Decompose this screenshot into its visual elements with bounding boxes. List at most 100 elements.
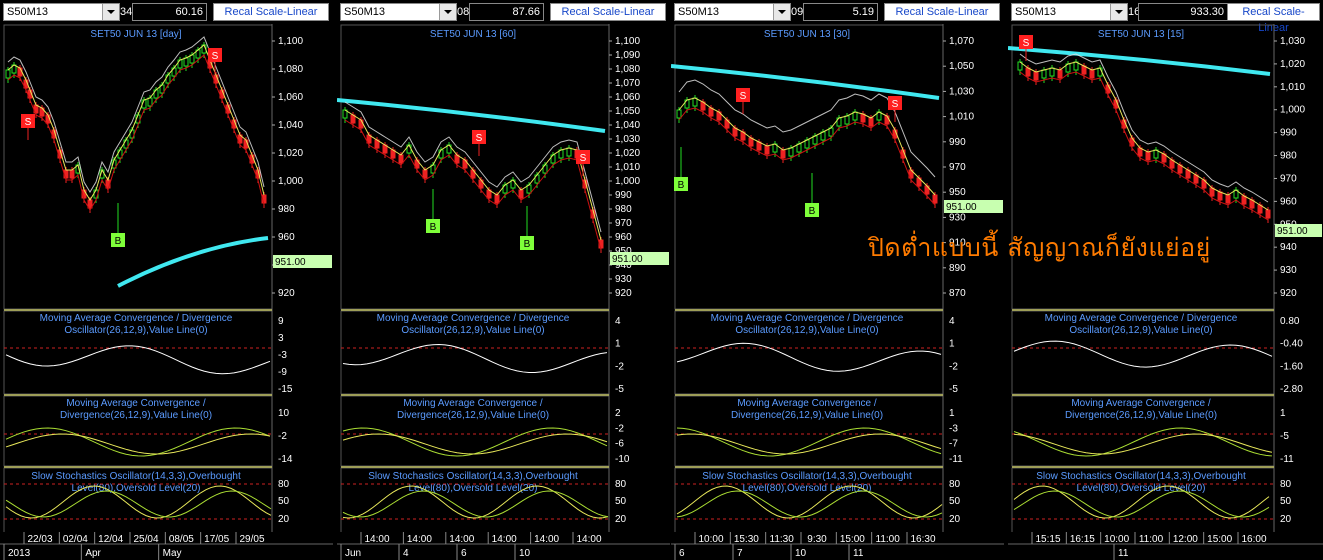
stoch-tick-label: 20 xyxy=(949,514,961,525)
price-tick-label: 1,100 xyxy=(278,36,303,47)
chart-panel-15[interactable]: S50M13 16 933.30 Recal Scale-Linear SET50 JU… xyxy=(1008,0,1323,560)
date-axis-label: Apr xyxy=(85,548,101,559)
macd-tick-label: 4 xyxy=(949,316,955,327)
price-tick-label: 980 xyxy=(1280,151,1297,162)
time-axis-label: 15:15 xyxy=(1035,534,1060,545)
recal-scale-button[interactable]: Recal Scale-Linear xyxy=(1227,3,1320,34)
time-axis-label: 14:00 xyxy=(534,534,559,545)
recal-scale-button[interactable]: Recal Scale-Linear xyxy=(213,3,329,21)
sell-signal-marker: S xyxy=(208,48,222,74)
price-tick-label: 980 xyxy=(278,204,295,215)
stoch-subtitle: Level(80),Oversold Level(20) xyxy=(1077,483,1206,494)
price-tick-label: 1,000 xyxy=(1280,105,1305,116)
stoch-d-line xyxy=(1013,490,1270,518)
price-tick-label: 990 xyxy=(615,190,632,201)
macd2-title: Moving Average Convergence / xyxy=(403,398,543,409)
price-tick-label: 1,100 xyxy=(615,36,640,47)
macd2-title: Moving Average Convergence / xyxy=(737,398,877,409)
svg-text:B: B xyxy=(809,206,816,217)
time-axis-label: 02/04 xyxy=(63,534,88,545)
price-tick-label: 990 xyxy=(949,137,966,148)
stoch-subtitle: Level(80),Oversold Level(20) xyxy=(72,483,201,494)
macd-tick-label: -2 xyxy=(949,361,958,372)
ma-short-line xyxy=(1019,61,1269,211)
stoch-d-line xyxy=(676,490,943,518)
stoch-title: Slow Stochastics Oscillator(14,3,3),Over… xyxy=(368,471,578,482)
macd-tick-label: -3 xyxy=(278,350,287,361)
macd2-tick-label: 10 xyxy=(278,408,290,419)
dropdown-button[interactable] xyxy=(1110,4,1127,20)
price-tick-label: 1,040 xyxy=(615,120,640,131)
ma-mid-line xyxy=(678,107,936,206)
macd2-signal-line xyxy=(1013,433,1273,455)
macd-subtitle: Oscillator(26,12,9),Value Line(0) xyxy=(64,325,207,336)
panel-toolbar: S50M13 16 933.30 Recal Scale-Linear xyxy=(1008,0,1323,34)
price-tick-label: 960 xyxy=(1280,196,1297,207)
macd-tick-label: 9 xyxy=(278,316,284,327)
chart-title: SET50 JUN 13 [30] xyxy=(764,29,850,40)
chart-canvas[interactable]: SET50 JUN 13 [day] 1,100 1,080 1,060 1,040 1,… xyxy=(0,24,333,560)
stoch-tick-label: 20 xyxy=(615,514,627,525)
price-tick-label: 940 xyxy=(615,260,632,271)
svg-text:S: S xyxy=(212,51,219,62)
price-tick-label: 1,010 xyxy=(949,112,974,123)
time-axis-label: 12/04 xyxy=(98,534,123,545)
recal-scale-button[interactable]: Recal Scale-Linear xyxy=(550,3,666,21)
price-tick-label: 990 xyxy=(1280,128,1297,139)
price-tick-label: 1,050 xyxy=(615,106,640,117)
chart-canvas[interactable]: SET50 JUN 13 [30] 1,070 1,050 1,030 1,010 990… xyxy=(671,24,1004,560)
chart-canvas[interactable]: SET50 JUN 13 [15] 1,030 1,020 1,010 1,000 990… xyxy=(1008,24,1323,560)
time-axis-label: 15:00 xyxy=(840,534,865,545)
macd-title: Moving Average Convergence / Divergence xyxy=(1045,313,1238,324)
date-axis-label: 11 xyxy=(1118,548,1129,559)
dropdown-button[interactable] xyxy=(773,4,790,20)
time-axis-label: 29/05 xyxy=(239,534,264,545)
chart-panel-30[interactable]: S50M13 09 5.19 Recal Scale-Linear SET50 JUN … xyxy=(671,0,1004,560)
ma-short-line xyxy=(678,97,936,196)
price-tick-label: 1,030 xyxy=(615,134,640,145)
price-tick-label: 1,030 xyxy=(1280,36,1305,47)
symbol-select[interactable]: S50M13 xyxy=(340,3,457,21)
price-tick-label: 1,060 xyxy=(615,92,640,103)
stoch-tick-label: 20 xyxy=(1280,514,1292,525)
price-tick-label: 1,070 xyxy=(615,78,640,89)
ma-mid-line xyxy=(7,54,265,211)
macd-title: Moving Average Convergence / Divergence xyxy=(711,313,904,324)
time-axis-label: 25/04 xyxy=(133,534,158,545)
dropdown-button[interactable] xyxy=(439,4,456,20)
last-value-box: 60.16 xyxy=(132,3,207,21)
symbol-select[interactable]: S50M13 xyxy=(3,3,120,21)
ma-white-line xyxy=(1019,53,1269,203)
symbol-select[interactable]: S50M13 xyxy=(1011,3,1128,21)
last-value-box: 5.19 xyxy=(803,3,878,21)
macd-value-line xyxy=(5,345,271,375)
price-tick-label: 1,080 xyxy=(278,64,303,75)
buy-signal-marker: B xyxy=(520,206,534,250)
macd-tick-label: 3 xyxy=(278,333,284,344)
time-axis-label: 16:15 xyxy=(1070,534,1095,545)
price-tick-label: 960 xyxy=(615,232,632,243)
price-tick-label: 920 xyxy=(278,288,295,299)
chart-canvas[interactable]: SET50 JUN 13 [60] 1,100 1,090 1,080 1,070 1,0… xyxy=(337,24,670,560)
recal-scale-button[interactable]: Recal Scale-Linear xyxy=(884,3,1000,21)
price-tick-label: 1,070 xyxy=(949,36,974,47)
symbol-select[interactable]: S50M13 xyxy=(674,3,791,21)
macd-tick-label: -9 xyxy=(278,367,287,378)
macd2-tick-label: 1 xyxy=(1280,408,1286,419)
dropdown-button[interactable] xyxy=(102,4,119,20)
macd2-tick-label: 1 xyxy=(949,408,955,419)
stoch-tick-label: 80 xyxy=(949,479,961,490)
price-tick-label: 1,090 xyxy=(615,50,640,61)
time-axis-label: 10:00 xyxy=(698,534,723,545)
macd2-line xyxy=(5,427,271,457)
macd-tick-label: 4 xyxy=(615,316,621,327)
last-price-marker xyxy=(610,252,669,265)
stoch-tick-label: 80 xyxy=(278,479,290,490)
last-value: 60.16 xyxy=(175,6,203,18)
svg-text:B: B xyxy=(678,180,685,191)
time-axis-label: 11:00 xyxy=(1139,534,1164,545)
macd2-subtitle: Divergence(26,12,9),Value Line(0) xyxy=(60,410,212,421)
chart-panel-day[interactable]: S50M13 34 60.16 Recal Scale-Linear SET50 JUN… xyxy=(0,0,333,560)
chart-panel-60[interactable]: S50M13 08 87.66 Recal Scale-Linear SET50 JUN… xyxy=(337,0,670,560)
macd-tick-label: -5 xyxy=(615,384,624,395)
